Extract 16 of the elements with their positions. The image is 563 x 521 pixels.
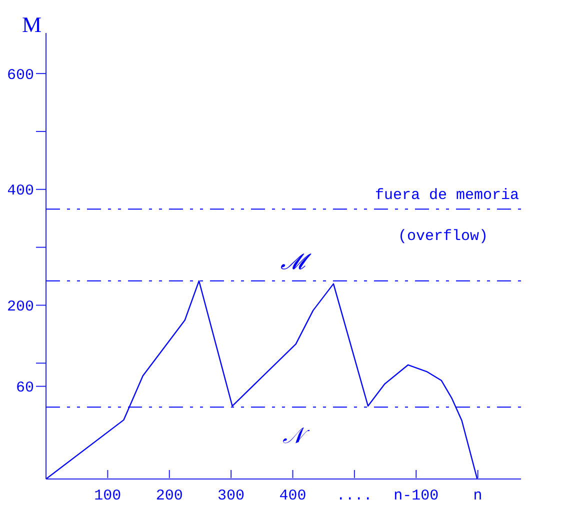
x-tick-label: 300 (218, 488, 245, 505)
y-axis-title: M (22, 12, 42, 38)
x-tick-label: 100 (94, 488, 122, 505)
y-tick-label: 200 (6, 298, 34, 316)
y-tick-label: 400 (6, 182, 34, 200)
x-tick-label: n (473, 488, 482, 505)
ref-line-label: fuera de memoria (374, 187, 519, 204)
x-tick-label: n-100 (394, 488, 439, 505)
ref-line-label: 𝓜 (280, 250, 312, 275)
annotation: (overflow) (398, 228, 488, 245)
x-tick-label: .... (336, 488, 372, 505)
x-tick-label: 200 (156, 488, 183, 505)
ref-line-label: 𝒩 (282, 424, 310, 450)
y-tick-label: 600 (6, 66, 34, 84)
y-tick-label: 60 (16, 380, 34, 397)
x-tick-label: 400 (279, 488, 306, 505)
